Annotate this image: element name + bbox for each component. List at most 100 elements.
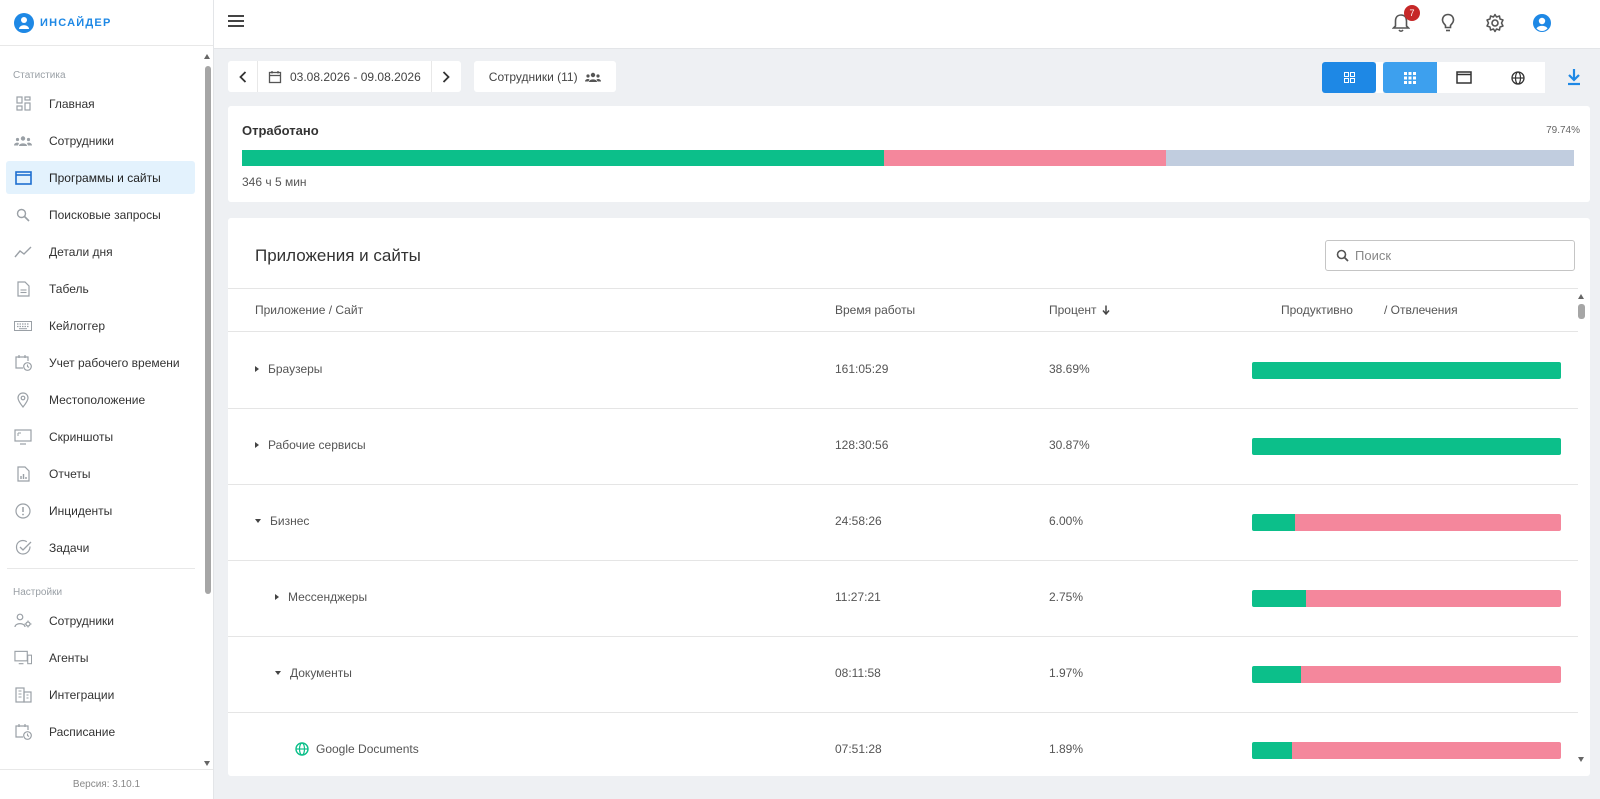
search-icon	[1336, 249, 1349, 262]
column-header-percent[interactable]: Процент	[1049, 303, 1110, 317]
schedule-icon	[14, 723, 32, 741]
row-name-cell[interactable]: Мессенджеры	[275, 590, 367, 604]
sidebar-item-label: Детали дня	[49, 244, 113, 259]
table-row[interactable]: Google Documents 07:51:28 1.89%	[228, 712, 1578, 776]
row-percent: 6.00%	[1049, 514, 1084, 528]
date-range-button[interactable]: 03.08.2026 - 09.08.2026	[258, 70, 431, 84]
expand-icon[interactable]	[275, 594, 279, 600]
sidebar-item-label: Кейлоггер	[49, 318, 106, 333]
table-row[interactable]: Бизнес 24:58:26 6.00%	[228, 484, 1578, 561]
table-title: Приложения и сайты	[255, 246, 421, 265]
row-time: 08:11:58	[835, 666, 881, 680]
view-dashboard-button[interactable]	[1322, 62, 1376, 93]
row-name-cell[interactable]: Google Documents	[295, 742, 419, 756]
sidebar-item-check-circle[interactable]: Задачи	[6, 531, 195, 564]
download-button[interactable]	[1566, 68, 1582, 86]
employees-filter-button[interactable]: Сотрудники (11)	[473, 61, 616, 92]
productivity-bar	[1252, 590, 1561, 607]
scroll-down-arrow[interactable]	[204, 761, 210, 766]
collapse-icon[interactable]	[275, 671, 281, 675]
sidebar-nav: Статистика Главная Сотрудники Программы и …	[0, 52, 202, 770]
notifications-button[interactable]: 7	[1390, 5, 1420, 34]
sidebar-item-report[interactable]: Отчеты	[6, 457, 195, 490]
sidebar-item-alert[interactable]: Инциденты	[6, 494, 195, 527]
sidebar-item-calendar-clock[interactable]: Учет рабочего времени	[6, 346, 195, 379]
sidebar-item-settings-building[interactable]: Интеграции	[6, 678, 195, 711]
table-row[interactable]: Мессенджеры 11:27:21 2.75%	[228, 560, 1578, 637]
version-label: Версия: 3.10.1	[0, 769, 213, 799]
expand-icon[interactable]	[255, 366, 259, 372]
row-name-cell[interactable]: Браузеры	[255, 362, 322, 376]
sidebar-scrollbar[interactable]	[204, 52, 211, 770]
people-icon	[14, 132, 32, 150]
sidebar-item-settings-monitor[interactable]: Агенты	[6, 641, 195, 674]
expand-icon[interactable]	[255, 442, 259, 448]
row-name-cell[interactable]: Рабочие сервисы	[255, 438, 366, 452]
search-icon	[14, 206, 32, 224]
location-icon	[14, 391, 32, 409]
apps-table-card: Приложения и сайты Приложение / Сайт Вре…	[228, 218, 1590, 776]
scrollbar-thumb[interactable]	[205, 66, 211, 594]
idle-segment	[1166, 150, 1574, 166]
sidebar-item-label: Отчеты	[49, 466, 91, 481]
sidebar-item-search[interactable]: Поисковые запросы	[6, 198, 195, 231]
profile-button[interactable]	[1531, 12, 1553, 34]
row-name-cell[interactable]: Бизнес	[255, 514, 309, 528]
alert-icon	[14, 502, 32, 520]
sidebar-item-label: Табель	[49, 281, 89, 296]
table-row[interactable]: Браузеры 161:05:29 38.69%	[228, 332, 1578, 409]
settings-button[interactable]	[1484, 12, 1506, 34]
sidebar-item-people[interactable]: Сотрудники	[6, 124, 195, 157]
distracting-segment	[1292, 742, 1561, 759]
scrollbar-thumb[interactable]	[1578, 304, 1585, 319]
row-name: Документы	[290, 666, 352, 680]
tips-button[interactable]	[1437, 12, 1459, 34]
view-window-button[interactable]	[1437, 62, 1491, 93]
productivity-bar	[1252, 514, 1561, 531]
building-icon	[14, 686, 32, 704]
next-week-button[interactable]	[432, 61, 461, 92]
column-header-time[interactable]: Время работы	[835, 303, 916, 317]
sidebar-item-label: Сотрудники	[49, 613, 114, 628]
chevron-left-icon	[238, 70, 246, 83]
sidebar-item-label: Программы и сайты	[49, 170, 161, 185]
sidebar-item-screenshot[interactable]: Скриншоты	[6, 420, 195, 453]
search-field[interactable]	[1325, 240, 1575, 271]
row-time: 11:27:21	[835, 590, 881, 604]
column-header-distracting[interactable]: / Отвлечения	[1384, 303, 1458, 317]
worked-summary-card: Отработано 79.74% 346 ч 5 мин	[228, 106, 1590, 202]
row-percent: 2.75%	[1049, 590, 1084, 604]
sidebar-item-location[interactable]: Местоположение	[6, 383, 195, 416]
sort-down-icon	[1101, 305, 1110, 315]
table-row[interactable]: Рабочие сервисы 128:30:56 30.87%	[228, 408, 1578, 485]
row-name: Мессенджеры	[288, 590, 368, 604]
table-scrollbar[interactable]	[1577, 292, 1586, 776]
sidebar-item-label: Местоположение	[49, 392, 146, 407]
prev-week-button[interactable]	[228, 61, 257, 92]
menu-icon[interactable]	[228, 15, 244, 29]
scroll-down-arrow[interactable]	[1578, 757, 1584, 762]
productivity-bar	[1252, 742, 1561, 759]
row-name-cell[interactable]: Документы	[275, 666, 352, 680]
column-header-name[interactable]: Приложение / Сайт	[255, 303, 364, 317]
sidebar-item-settings-schedule[interactable]: Расписание	[6, 715, 195, 748]
scroll-up-arrow[interactable]	[1578, 294, 1584, 299]
view-grid-button[interactable]	[1383, 62, 1437, 93]
productive-segment	[1252, 514, 1296, 531]
worked-title: Отработано	[242, 123, 319, 138]
table-row[interactable]: Документы 08:11:58 1.97%	[228, 636, 1578, 713]
sidebar-item-keyboard[interactable]: Кейлоггер	[6, 309, 195, 342]
sidebar-item-trend[interactable]: Детали дня	[6, 235, 195, 268]
sidebar-item-settings-user-settings[interactable]: Сотрудники	[6, 604, 195, 637]
column-header-productive[interactable]: Продуктивно	[1281, 303, 1353, 317]
sidebar-item-window[interactable]: Программы и сайты	[6, 161, 195, 194]
collapse-icon[interactable]	[255, 519, 261, 523]
view-web-button[interactable]	[1491, 62, 1545, 93]
scroll-up-arrow[interactable]	[204, 54, 210, 59]
date-range-label: 03.08.2026 - 09.08.2026	[290, 69, 421, 84]
search-input[interactable]	[1355, 248, 1555, 263]
sidebar-item-document[interactable]: Табель	[6, 272, 195, 305]
row-percent: 1.89%	[1049, 742, 1084, 756]
logo[interactable]: ИНСАЙДЕР	[0, 0, 213, 46]
sidebar-item-dashboard[interactable]: Главная	[6, 87, 195, 120]
